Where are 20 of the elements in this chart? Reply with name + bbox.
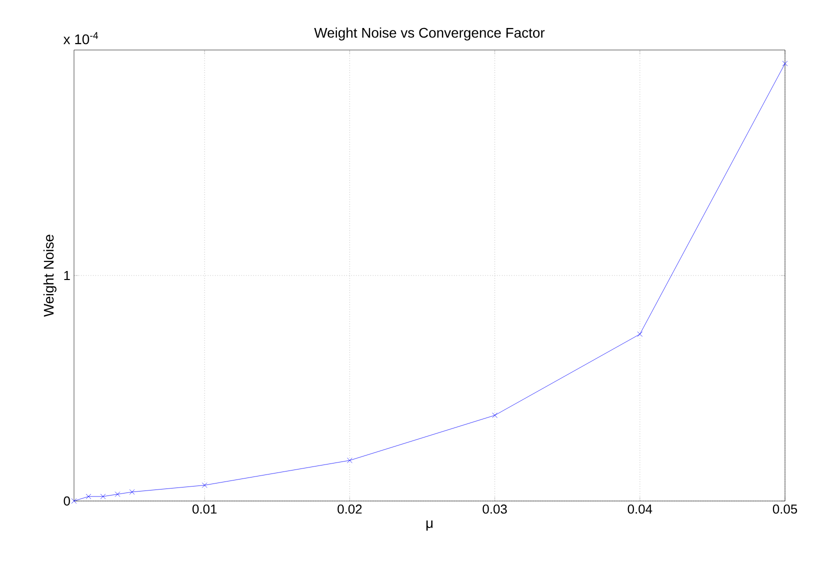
point	[637, 331, 643, 337]
x-tick-label: 0.03	[482, 504, 507, 514]
x-tick-label: 0.02	[338, 504, 362, 514]
y-tick-label: 1	[64, 271, 70, 280]
point	[114, 492, 120, 497]
chart-title: Weight Noise vs Convergence Factor	[314, 27, 545, 40]
point	[129, 489, 135, 495]
x-tick-label: 0.01	[192, 504, 217, 514]
point	[492, 412, 498, 418]
point	[782, 60, 788, 66]
point	[202, 482, 208, 488]
text: x 10$^{-4}$	[63, 32, 98, 44]
x-axis-title: μ	[426, 520, 432, 531]
x-tick-label: 0.05	[772, 504, 798, 514]
point	[347, 458, 352, 464]
x-tick-label: 0.04	[628, 504, 652, 514]
point	[100, 494, 106, 500]
point	[86, 494, 92, 500]
y-tick-label: 0	[64, 496, 70, 506]
y-axis-title: Weight Noise	[43, 234, 56, 317]
